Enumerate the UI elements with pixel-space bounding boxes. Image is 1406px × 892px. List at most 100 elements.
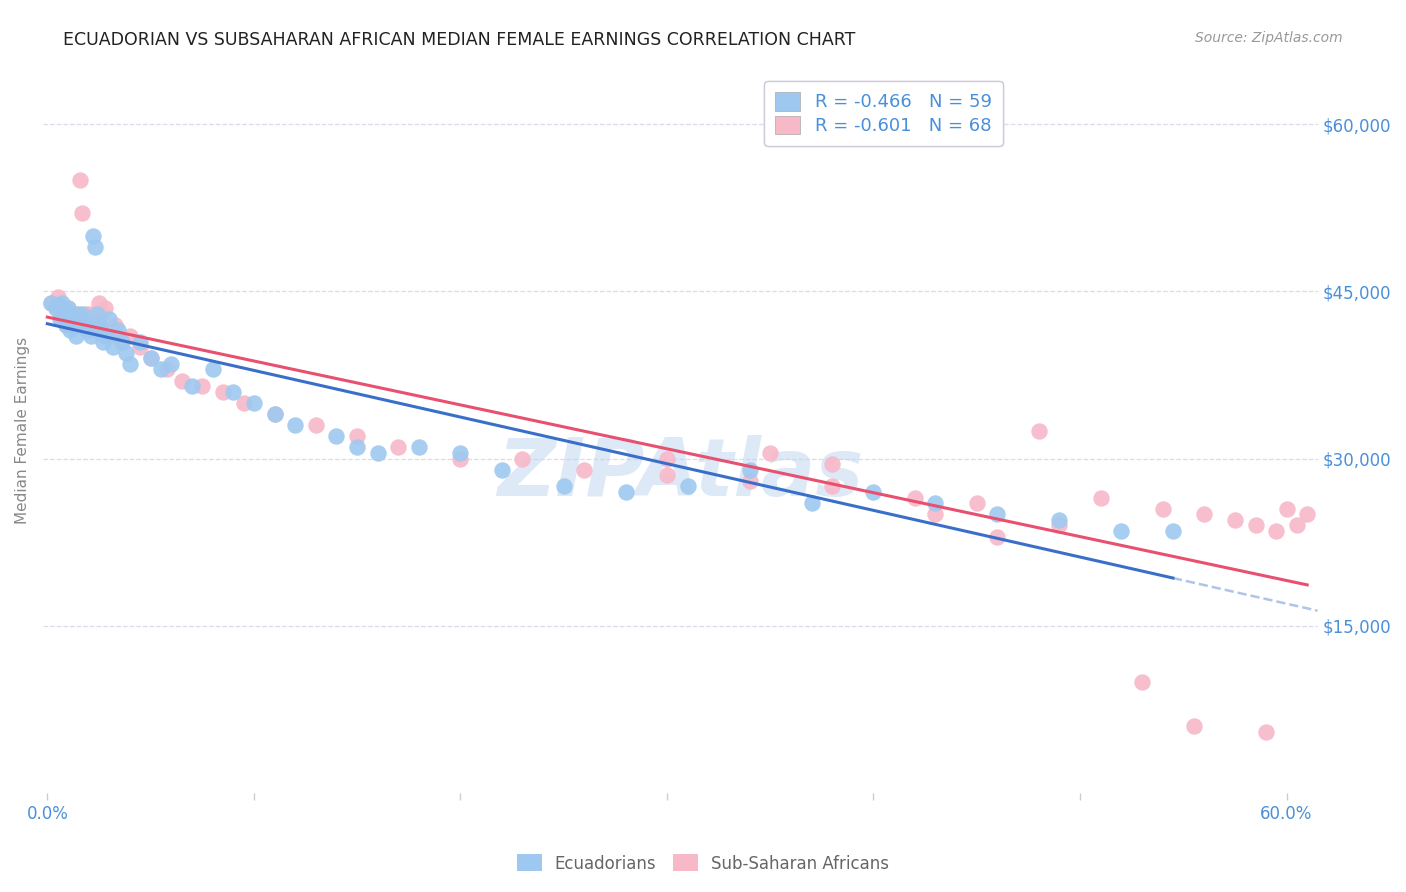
Point xyxy=(77,307,100,321)
Legend: Ecuadorians, Sub-Saharan Africans: Ecuadorians, Sub-Saharan Africans xyxy=(510,847,896,880)
Point xyxy=(232,396,254,410)
Point xyxy=(1047,518,1070,533)
Point xyxy=(76,318,98,332)
Point xyxy=(986,508,1008,522)
Point xyxy=(86,307,108,321)
Text: ECUADORIAN VS SUBSAHARAN AFRICAN MEDIAN FEMALE EARNINGS CORRELATION CHART: ECUADORIAN VS SUBSAHARAN AFRICAN MEDIAN … xyxy=(63,31,856,49)
Point xyxy=(1265,524,1288,538)
Point xyxy=(73,307,96,321)
Point xyxy=(55,318,77,332)
Point xyxy=(408,441,430,455)
Point xyxy=(1244,518,1267,533)
Point xyxy=(60,307,83,321)
Point xyxy=(52,307,75,321)
Point xyxy=(98,329,121,343)
Point xyxy=(1161,524,1184,538)
Point xyxy=(1275,501,1298,516)
Point xyxy=(655,451,678,466)
Point xyxy=(111,334,134,349)
Point xyxy=(676,479,699,493)
Point xyxy=(87,295,110,310)
Point xyxy=(1028,424,1050,438)
Point xyxy=(553,479,575,493)
Legend: R = -0.466   N = 59, R = -0.601   N = 68: R = -0.466 N = 59, R = -0.601 N = 68 xyxy=(765,81,1002,146)
Point xyxy=(387,441,409,455)
Point xyxy=(139,351,162,366)
Point xyxy=(263,407,285,421)
Point xyxy=(83,240,105,254)
Point xyxy=(986,530,1008,544)
Point xyxy=(325,429,347,443)
Text: ZIPAtlas: ZIPAtlas xyxy=(498,435,863,513)
Point xyxy=(65,307,87,321)
Point xyxy=(284,418,307,433)
Point xyxy=(118,329,141,343)
Point xyxy=(118,357,141,371)
Point xyxy=(862,485,884,500)
Point xyxy=(655,468,678,483)
Point xyxy=(51,295,73,310)
Point xyxy=(346,429,368,443)
Point xyxy=(924,508,946,522)
Point xyxy=(160,357,183,371)
Point xyxy=(924,496,946,510)
Point xyxy=(56,301,79,315)
Point xyxy=(821,479,844,493)
Point xyxy=(91,334,114,349)
Point xyxy=(104,318,127,332)
Point xyxy=(45,301,67,315)
Point xyxy=(77,318,100,332)
Point xyxy=(129,334,152,349)
Point xyxy=(98,312,121,326)
Point xyxy=(1090,491,1112,505)
Point xyxy=(738,474,761,488)
Point xyxy=(48,307,70,321)
Point xyxy=(90,307,112,321)
Point xyxy=(76,323,98,337)
Point xyxy=(114,345,136,359)
Point xyxy=(263,407,285,421)
Point xyxy=(614,485,637,500)
Point xyxy=(52,307,75,321)
Point xyxy=(1296,508,1319,522)
Point xyxy=(212,384,235,399)
Point xyxy=(904,491,927,505)
Point xyxy=(305,418,328,433)
Point xyxy=(180,379,202,393)
Point xyxy=(60,307,83,321)
Point xyxy=(72,206,94,220)
Point xyxy=(59,312,82,326)
Point xyxy=(1182,719,1205,733)
Point xyxy=(449,446,471,460)
Point xyxy=(46,290,69,304)
Point xyxy=(86,312,108,326)
Point xyxy=(574,463,596,477)
Point xyxy=(73,318,96,332)
Point xyxy=(59,323,82,337)
Point xyxy=(48,312,70,326)
Point xyxy=(94,301,117,315)
Point xyxy=(69,173,91,187)
Point xyxy=(170,374,193,388)
Point xyxy=(82,228,104,243)
Point xyxy=(65,329,87,343)
Point xyxy=(72,307,94,321)
Point xyxy=(346,441,368,455)
Point xyxy=(491,463,513,477)
Point xyxy=(91,323,114,337)
Point xyxy=(83,323,105,337)
Point xyxy=(87,318,110,332)
Point xyxy=(139,351,162,366)
Point xyxy=(149,362,172,376)
Point xyxy=(41,295,63,310)
Point xyxy=(1111,524,1133,538)
Point xyxy=(45,301,67,315)
Point xyxy=(191,379,214,393)
Point xyxy=(55,318,77,332)
Point xyxy=(129,340,152,354)
Point xyxy=(800,496,823,510)
Point xyxy=(821,457,844,471)
Point xyxy=(243,396,266,410)
Point xyxy=(82,307,104,321)
Point xyxy=(67,307,90,321)
